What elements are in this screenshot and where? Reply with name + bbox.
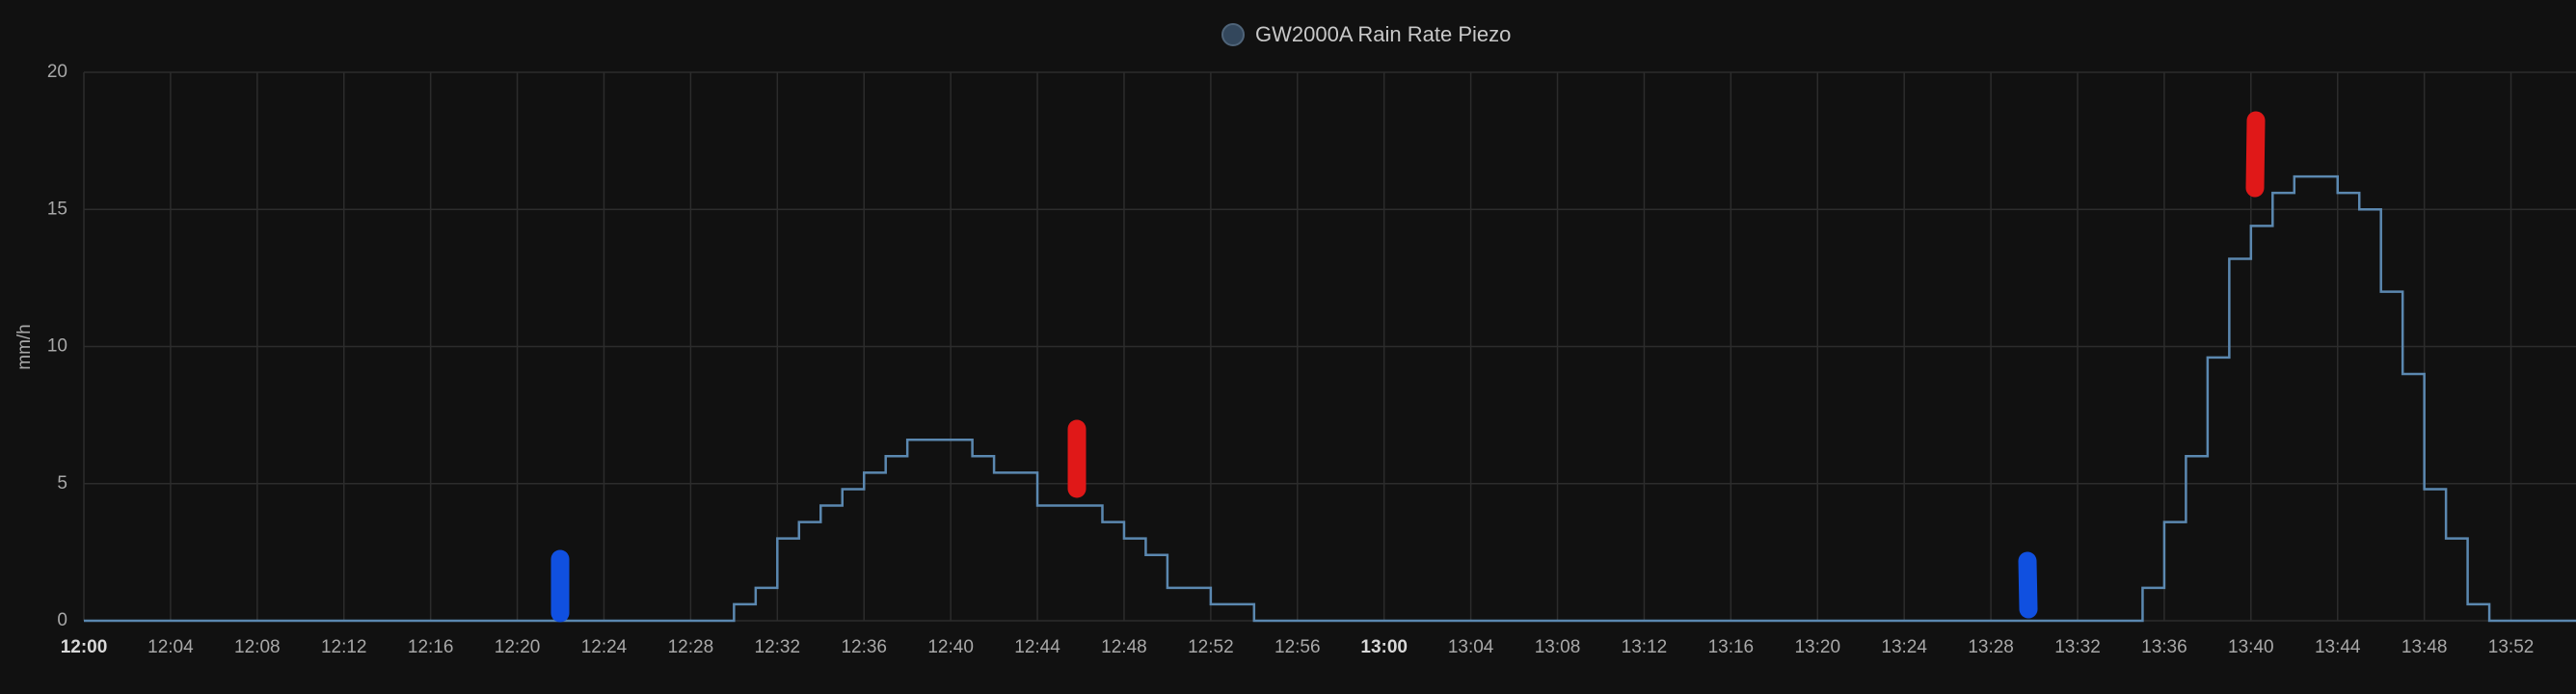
x-tick-label: 13:32 — [2054, 637, 2101, 657]
x-tick-label: 12:44 — [1014, 637, 1060, 657]
x-tick-label: 12:48 — [1101, 637, 1147, 657]
x-tick-label: 12:04 — [148, 637, 194, 657]
y-tick-label: 0 — [57, 610, 67, 630]
x-tick-label: 13:00 — [1360, 637, 1408, 657]
y-tick-label: 10 — [47, 336, 67, 357]
x-tick-label: 12:12 — [321, 637, 367, 657]
annotations — [550, 111, 2266, 623]
y-tick-label: 5 — [57, 473, 67, 494]
x-tick-label: 13:24 — [1881, 637, 1927, 657]
step-line — [84, 174, 2576, 623]
x-tick-label: 13:16 — [1708, 637, 1755, 657]
x-tick-label: 13:12 — [1622, 637, 1668, 657]
y-tick-label: 15 — [47, 199, 67, 219]
annotation-stroke — [2245, 111, 2266, 198]
x-tick-label: 13:20 — [1794, 637, 1840, 657]
x-tick-label: 13:08 — [1535, 637, 1581, 657]
x-tick-label: 12:28 — [668, 637, 714, 657]
x-tick-label: 12:00 — [61, 637, 108, 657]
x-tick-label: 12:52 — [1188, 637, 1234, 657]
x-tick-label: 13:40 — [2228, 637, 2274, 657]
x-tick-label: 13:48 — [2402, 637, 2448, 657]
x-tick-label: 12:16 — [408, 637, 454, 657]
y-tick-label: 20 — [47, 62, 67, 82]
annotation-stroke — [2018, 551, 2038, 619]
y-axis-label: mm/h — [14, 324, 35, 370]
x-tick-label: 12:40 — [927, 637, 974, 657]
x-tick-label: 13:52 — [2488, 637, 2535, 657]
x-tick-label: 12:20 — [495, 637, 541, 657]
x-tick-label: 12:36 — [841, 637, 887, 657]
x-tick-label: 13:36 — [2141, 637, 2187, 657]
x-tick-label: 13:44 — [2315, 637, 2361, 657]
x-tick-label: 13:28 — [1968, 637, 2014, 657]
x-tick-label: 12:24 — [581, 637, 628, 657]
legend-swatch[interactable] — [1221, 23, 1245, 46]
x-tick-label: 12:08 — [234, 637, 281, 657]
x-tick-label: 13:04 — [1448, 637, 1494, 657]
legend-label[interactable]: GW2000A Rain Rate Piezo — [1255, 22, 1511, 46]
x-tick-label: 12:32 — [755, 637, 801, 657]
x-tick-label: 12:56 — [1275, 637, 1321, 657]
